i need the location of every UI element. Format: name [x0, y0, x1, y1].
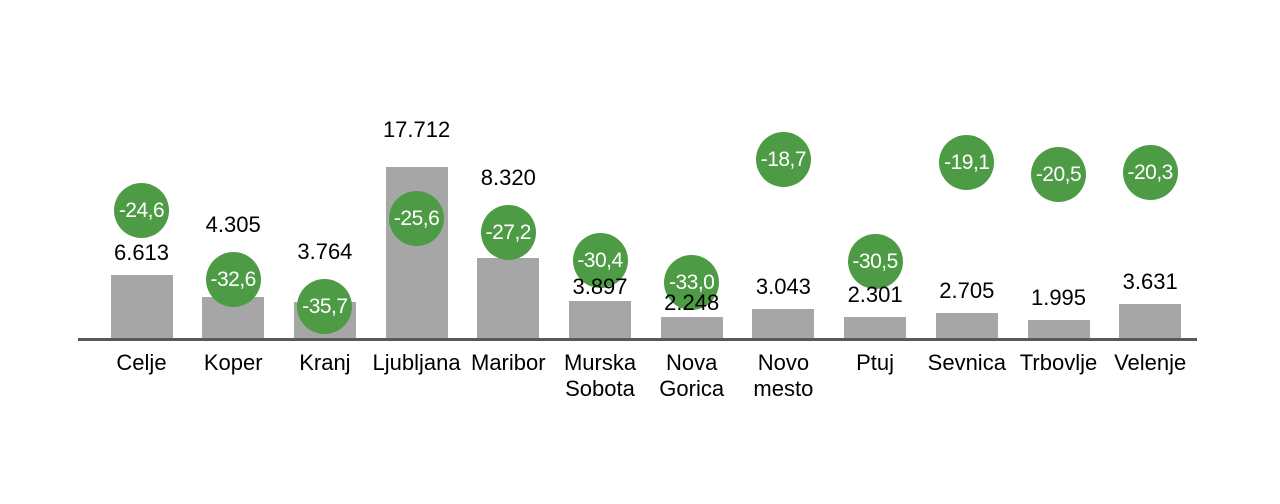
bar [844, 316, 907, 339]
percent-label: -32,6 [210, 267, 257, 291]
percent-badge: -33,0 [664, 255, 720, 311]
percent-label: -20,3 [1127, 161, 1174, 185]
category-label: Celje [116, 350, 167, 375]
x-axis-line [78, 338, 1197, 341]
percent-badge: -20,5 [1031, 147, 1086, 203]
percent-label: -27,2 [485, 221, 532, 245]
category-label: Sevnica [927, 350, 1006, 375]
percent-label: -33,0 [669, 271, 715, 295]
category-label: Kranj [299, 350, 351, 375]
value-label: 6.613 [113, 239, 170, 265]
value-label: 17.712 [382, 117, 451, 143]
percent-label: -19,1 [944, 151, 990, 174]
percent-label: -20,5 [1035, 163, 1082, 187]
category-label: Koper [203, 350, 263, 375]
value-label: 2.301 [847, 281, 903, 307]
bar [752, 309, 815, 339]
percent-label: -24,6 [118, 198, 165, 222]
bar [477, 258, 540, 339]
bar [1027, 319, 1090, 339]
category-label: Trbovlje [1019, 350, 1098, 375]
percent-label: -18,7 [760, 147, 807, 171]
value-label: 3.897 [572, 274, 628, 300]
percent-badge: -27,2 [480, 205, 536, 261]
percent-badge: -18,7 [755, 131, 811, 187]
percent-badge: -30,5 [847, 233, 903, 289]
category-label: Murska Sobota [563, 350, 637, 401]
bar [110, 274, 173, 339]
percent-badge: -20,3 [1122, 145, 1178, 201]
value-label: 1.995 [1030, 284, 1087, 310]
category-label: Ljubljana [372, 350, 461, 375]
percent-label: -30,5 [852, 249, 898, 273]
bar [569, 301, 631, 339]
value-label: 3.631 [1122, 268, 1178, 294]
value-label: 3.043 [755, 274, 811, 300]
value-label: 8.320 [480, 165, 536, 191]
percent-badge: -19,1 [939, 135, 995, 190]
category-label: Maribor [471, 350, 546, 375]
percent-badge: -25,6 [389, 191, 445, 247]
percent-label: -25,6 [393, 207, 440, 231]
category-label: Nova Gorica [659, 350, 725, 401]
percent-label: -30,4 [577, 248, 623, 272]
percent-badge: -35,7 [297, 278, 353, 334]
category-label: Novo mesto [753, 350, 814, 401]
value-label: 3.764 [297, 238, 353, 264]
percent-label: -35,7 [302, 294, 348, 318]
category-label: Velenje [1114, 350, 1187, 375]
percent-badge: -30,4 [572, 232, 628, 288]
value-label: 4.305 [205, 211, 261, 237]
percent-badge: -32,6 [205, 251, 261, 307]
bar [660, 317, 723, 339]
value-label: 2.248 [664, 290, 720, 316]
percent-badge: -24,6 [114, 182, 169, 238]
value-label: 2.705 [939, 277, 995, 303]
bar [935, 312, 998, 339]
bar [1119, 303, 1182, 339]
category-label: Ptuj [856, 350, 895, 375]
